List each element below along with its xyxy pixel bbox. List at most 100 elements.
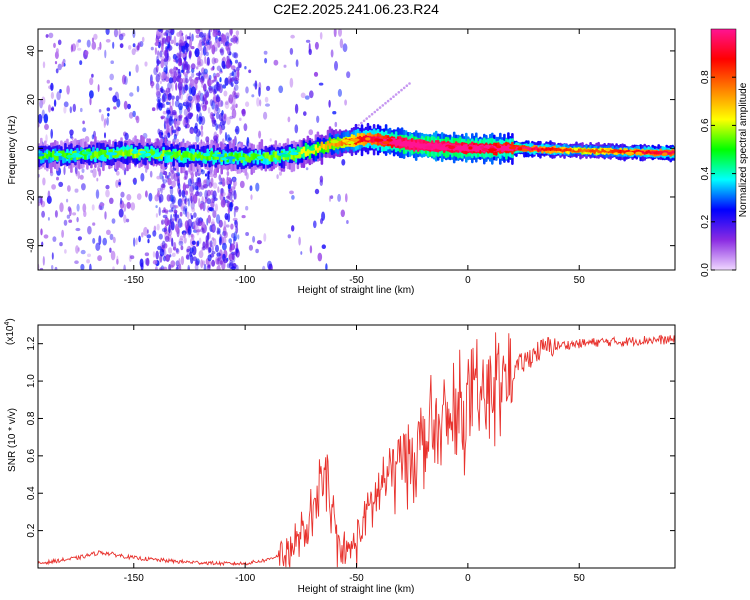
speckle (91, 73, 94, 78)
speckle (164, 123, 170, 129)
speckle (40, 228, 43, 236)
speckle (152, 259, 158, 265)
speckle (213, 58, 219, 64)
speckle (213, 84, 218, 94)
speckle (175, 248, 179, 253)
speckle (252, 235, 256, 243)
speckle (237, 69, 240, 79)
speckle (173, 70, 177, 78)
speckle (167, 177, 172, 186)
speckle (189, 126, 194, 134)
speckle (159, 132, 162, 138)
speckle (166, 52, 169, 61)
ridge-peak (109, 152, 118, 156)
ridge-cell (314, 144, 318, 151)
speckle (180, 69, 184, 74)
speckle (262, 265, 266, 270)
speckle (54, 266, 58, 270)
speckle (330, 49, 334, 58)
speckle (234, 59, 239, 64)
ridge-cell (543, 148, 546, 152)
speckle (51, 106, 55, 112)
speckle (175, 138, 180, 143)
ridge-cell (96, 151, 99, 159)
speckle (76, 216, 79, 223)
speckle (178, 105, 183, 115)
ridge-cell (420, 143, 424, 149)
speckle (370, 112, 374, 116)
ridge-cell (300, 148, 304, 155)
ridge-cell (459, 145, 462, 153)
speckle (141, 36, 145, 43)
ridge-peak (73, 154, 83, 158)
colorbar-label: Normalized spectral amplitude (738, 82, 749, 217)
speckle (170, 39, 174, 44)
speckle (168, 247, 173, 254)
speckle (101, 113, 104, 122)
speckle (45, 134, 48, 143)
speckle (135, 115, 140, 124)
speckle (200, 129, 204, 137)
speckle (219, 125, 222, 135)
ridge-cell (180, 154, 183, 161)
ridge-cell (128, 149, 131, 157)
ridge-cell (190, 153, 193, 161)
speckle (198, 191, 203, 197)
ridge-cell (583, 148, 586, 152)
speckle (171, 207, 174, 212)
snr-ylabel: SNR (10 * v/v) (7, 408, 18, 472)
speckle (154, 47, 157, 55)
ridge-cell (501, 145, 504, 153)
speckle (75, 169, 78, 177)
speckle (234, 80, 239, 85)
speckle (159, 267, 163, 270)
speckle (186, 211, 190, 220)
speckle (233, 238, 236, 245)
speckle (83, 210, 87, 217)
speckle (234, 84, 239, 91)
speckle (105, 29, 110, 35)
speckle (256, 240, 262, 245)
speckle (198, 237, 202, 244)
speckle (54, 210, 58, 218)
speckle (184, 124, 188, 129)
ridge-cell (338, 141, 342, 146)
ridge-cell (559, 148, 562, 152)
speckle (105, 184, 110, 190)
speckle (92, 222, 96, 226)
speckle (166, 194, 171, 202)
speckle (47, 217, 50, 221)
speckle (58, 181, 64, 187)
speckle (69, 207, 72, 217)
ridge-cell (603, 149, 606, 153)
speckle (166, 107, 170, 116)
speckle (223, 113, 226, 120)
snr-scale-base: (x10 (5, 325, 16, 345)
speckle (164, 235, 170, 242)
x-tick-label: -150 (124, 275, 144, 286)
speckle (158, 206, 161, 216)
speckle (222, 62, 226, 70)
speckle (210, 198, 215, 203)
ridge-cell (188, 152, 191, 159)
speckle (92, 168, 97, 178)
ridge-cell (198, 151, 201, 159)
speckle (309, 90, 314, 99)
speckle (256, 97, 260, 107)
speckle (233, 69, 237, 73)
speckle (190, 195, 193, 204)
speckle (304, 95, 310, 100)
speckle (187, 264, 190, 270)
speckle (227, 191, 231, 201)
speckle (157, 50, 160, 60)
speckle (106, 229, 111, 235)
speckle (289, 190, 294, 195)
ridge-cell (52, 150, 55, 158)
speckle (263, 111, 268, 120)
speckle (236, 92, 240, 98)
ridge-cell (270, 154, 274, 162)
ridge-cell (250, 153, 254, 161)
speckle (183, 72, 188, 77)
speckle (188, 50, 192, 58)
